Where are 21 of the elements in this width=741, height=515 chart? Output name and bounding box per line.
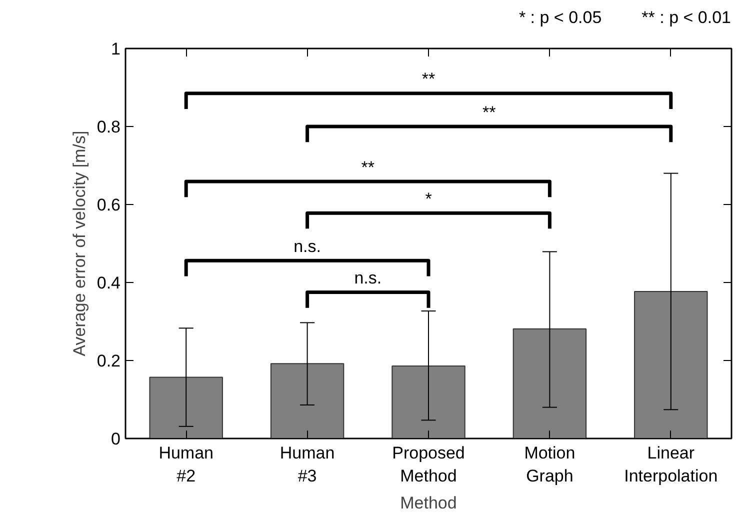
y-tick-label: 0 bbox=[111, 430, 121, 448]
x-tick-label: Motion Graph bbox=[524, 444, 576, 486]
text: ** : p < 0.01 bbox=[642, 8, 731, 27]
annotation: * bbox=[425, 189, 432, 208]
annotation: n.s. bbox=[354, 268, 382, 288]
annotation: ** bbox=[422, 70, 436, 89]
x-tick-label: Proposed Method bbox=[392, 444, 465, 486]
annotation: n.s. bbox=[294, 236, 322, 256]
annotation: ** bbox=[361, 158, 375, 177]
x-tick-label: Human #2 bbox=[158, 444, 214, 486]
x-tick-label: Linear Interpolation bbox=[624, 444, 718, 486]
text: * : p < 0.05 bbox=[518, 8, 602, 27]
y-tick-label: 0.8 bbox=[96, 118, 121, 136]
x-tick-label: Human #3 bbox=[280, 444, 335, 486]
y-axis-title: Average error of velocity [m/s] bbox=[70, 130, 89, 356]
y-tick-label: 0.6 bbox=[96, 196, 121, 214]
annotation: ** bbox=[482, 102, 496, 122]
y-tick-label: 0.4 bbox=[96, 274, 121, 292]
y-tick-label: 0.2 bbox=[96, 352, 121, 370]
x-axis-title: Method bbox=[400, 493, 457, 512]
y-tick-label: 1 bbox=[111, 40, 121, 58]
